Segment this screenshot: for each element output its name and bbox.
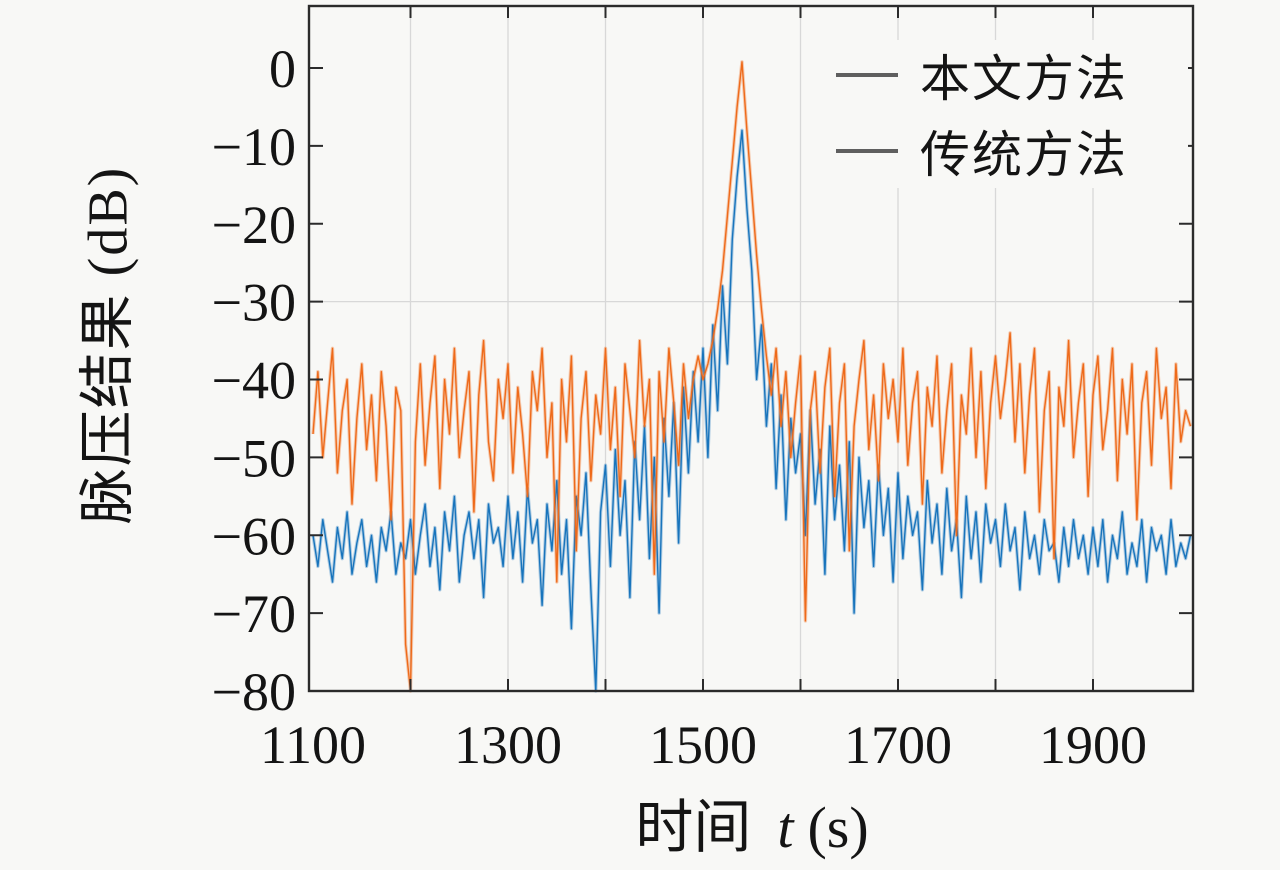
x-tick-label: 1700 <box>844 715 952 775</box>
y-tick-label: −70 <box>212 584 296 644</box>
legend-item-proposed: 本文方法 <box>836 44 1188 107</box>
x-tick-label: 1100 <box>260 715 366 775</box>
x-axis-variable: t <box>777 795 794 860</box>
x-axis-title: 时间 t (s) <box>635 780 868 864</box>
x-tick-label: 1500 <box>649 715 757 775</box>
y-tick-label: −10 <box>212 117 296 177</box>
legend-label-traditional: 传统方法 <box>920 127 1128 183</box>
series-line-traditional <box>312 61 1192 692</box>
y-tick-label: −60 <box>212 506 296 566</box>
legend-line-swatch-proposed <box>836 73 898 77</box>
y-tick-label: −40 <box>212 351 296 411</box>
x-tick-label: 1900 <box>1039 715 1147 775</box>
y-tick-label: −80 <box>212 662 296 722</box>
y-tick-label: −50 <box>212 428 296 488</box>
legend-item-traditional: 传统方法 <box>836 120 1188 183</box>
legend-label-proposed: 本文方法 <box>920 51 1128 107</box>
y-axis-title: 脉压结果 (dB) <box>77 165 140 525</box>
legend-line-swatch-traditional <box>836 149 898 153</box>
x-axis-unit: (s) <box>807 795 869 860</box>
y-tick-label: −30 <box>212 273 296 333</box>
plot-frame <box>307 4 1195 693</box>
x-axis-title-text: 时间 <box>635 795 752 860</box>
x-tick-label: 1300 <box>454 715 562 775</box>
series-line-proposed <box>312 129 1192 692</box>
y-tick-label: 0 <box>269 39 296 99</box>
y-tick-label: −20 <box>212 195 296 255</box>
legend: 本文方法 传统方法 <box>836 40 1188 188</box>
